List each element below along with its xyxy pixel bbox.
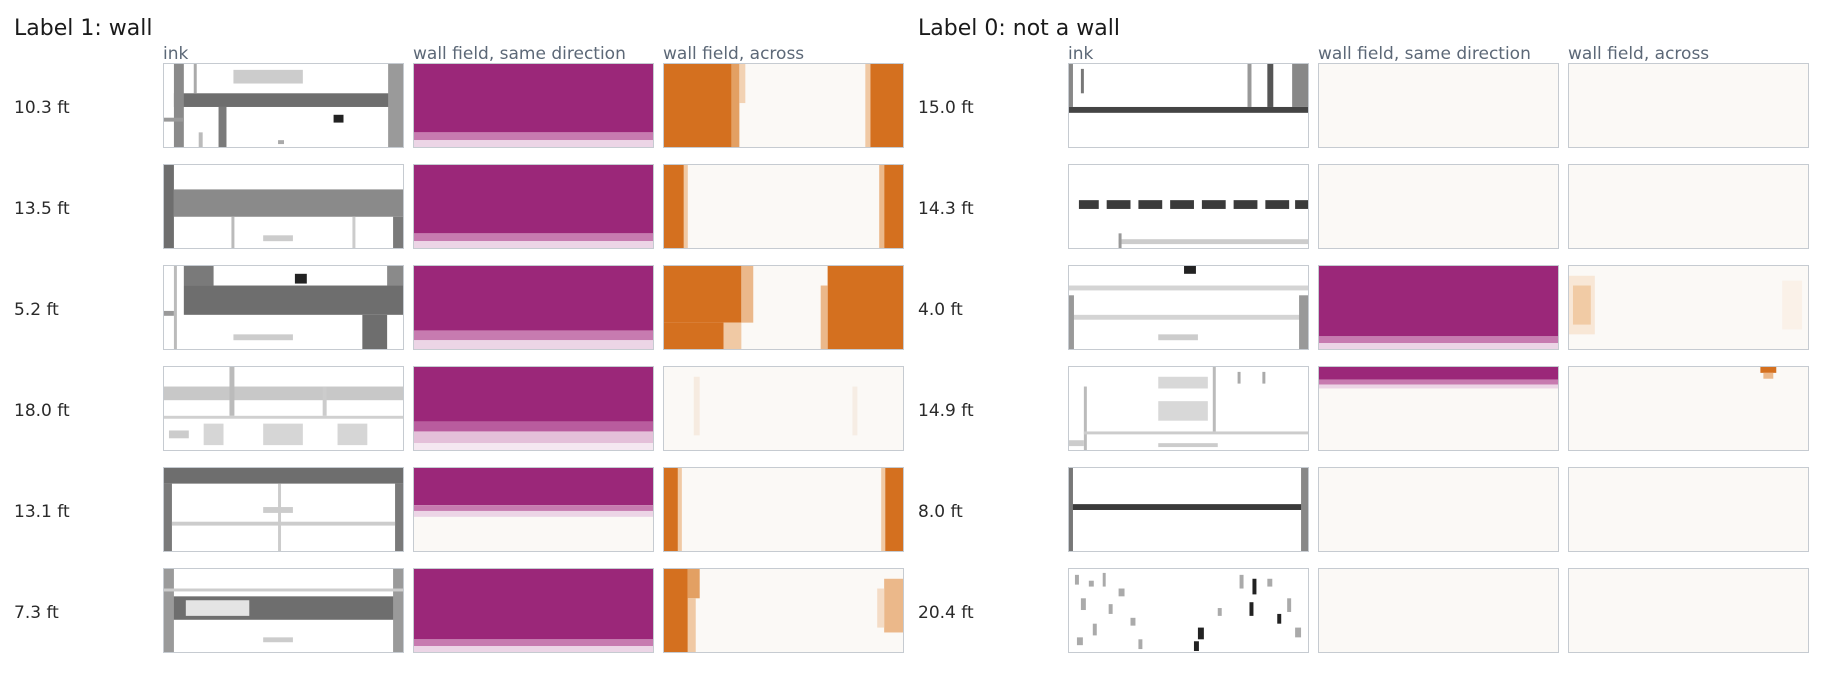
across-tile <box>663 568 904 653</box>
row-label: 15.0 ft <box>918 98 974 118</box>
same-direction-tile <box>1318 63 1559 148</box>
row-label: 14.9 ft <box>918 401 974 421</box>
across-tile <box>1568 467 1809 552</box>
panel-title: Label 0: not a wall <box>918 16 1120 41</box>
column-header-ink: ink <box>1068 44 1094 64</box>
same-direction-tile <box>1318 467 1559 552</box>
row-label: 4.0 ft <box>918 300 963 320</box>
same-direction-tile <box>413 568 654 653</box>
across-tile <box>663 467 904 552</box>
across-tile <box>1568 265 1809 350</box>
column-header-same-direction: wall field, same direction <box>413 44 626 64</box>
same-direction-tile <box>413 63 654 148</box>
ink-tile <box>163 366 404 451</box>
same-direction-tile <box>1318 568 1559 653</box>
same-direction-tile <box>1318 164 1559 249</box>
column-header-across: wall field, across <box>1568 44 1710 64</box>
column-header-ink: ink <box>163 44 189 64</box>
row-label: 10.3 ft <box>14 98 70 118</box>
panel-not-wall: Label 0: not a wall ink wall field, same… <box>905 0 1822 680</box>
row-label: 13.5 ft <box>14 199 70 219</box>
row-label: 20.4 ft <box>918 603 974 623</box>
across-tile <box>1568 164 1809 249</box>
ink-tile <box>163 265 404 350</box>
row-label: 13.1 ft <box>14 502 70 522</box>
across-tile <box>1568 568 1809 653</box>
across-tile <box>663 265 904 350</box>
ink-tile <box>163 63 404 148</box>
ink-tile <box>163 164 404 249</box>
same-direction-tile <box>413 467 654 552</box>
same-direction-tile <box>1318 366 1559 451</box>
same-direction-tile <box>413 164 654 249</box>
across-tile <box>663 164 904 249</box>
ink-tile <box>1068 568 1309 653</box>
same-direction-tile <box>413 366 654 451</box>
column-header-across: wall field, across <box>663 44 805 64</box>
row-label: 7.3 ft <box>14 603 59 623</box>
row-label: 14.3 ft <box>918 199 974 219</box>
ink-tile <box>1068 366 1309 451</box>
across-tile <box>1568 63 1809 148</box>
ink-tile <box>1068 265 1309 350</box>
ink-tile <box>1068 467 1309 552</box>
panel-title: Label 1: wall <box>14 16 153 41</box>
across-tile <box>663 366 904 451</box>
row-label: 18.0 ft <box>14 401 70 421</box>
ink-tile <box>1068 164 1309 249</box>
same-direction-tile <box>413 265 654 350</box>
column-header-same-direction: wall field, same direction <box>1318 44 1531 64</box>
across-tile <box>1568 366 1809 451</box>
same-direction-tile <box>1318 265 1559 350</box>
ink-tile <box>1068 63 1309 148</box>
across-tile <box>663 63 904 148</box>
row-label: 8.0 ft <box>918 502 963 522</box>
ink-tile <box>163 467 404 552</box>
ink-tile <box>163 568 404 653</box>
row-label: 5.2 ft <box>14 300 59 320</box>
panel-wall: Label 1: wall ink wall field, same direc… <box>0 0 910 680</box>
